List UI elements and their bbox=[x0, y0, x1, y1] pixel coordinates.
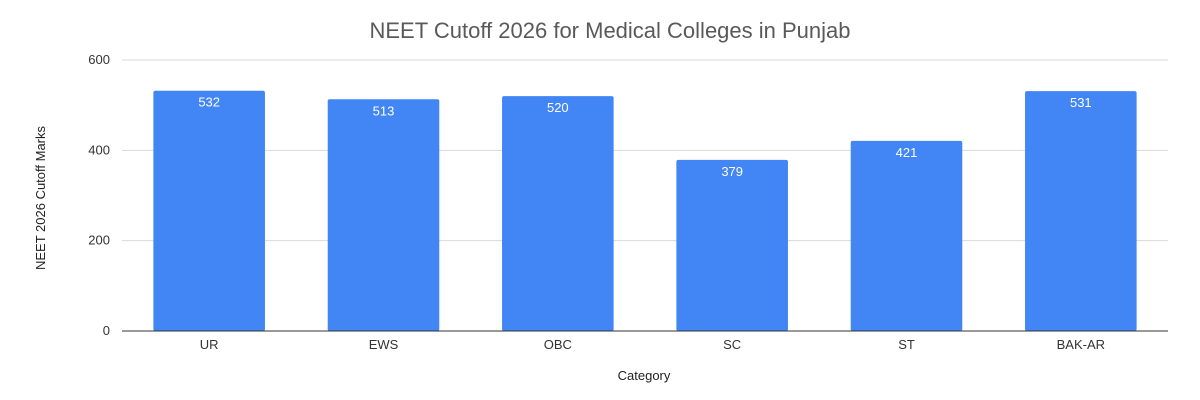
x-tick-label: UR bbox=[200, 337, 219, 352]
x-tick-label: OBC bbox=[544, 337, 572, 352]
y-tick-label: 0 bbox=[103, 323, 110, 338]
x-tick-label: ST bbox=[898, 337, 915, 352]
data-label: 532 bbox=[198, 95, 220, 110]
bar bbox=[1025, 91, 1137, 331]
y-tick-label: 200 bbox=[88, 233, 110, 248]
data-label: 520 bbox=[547, 100, 569, 115]
x-tick-label: BAK-AR bbox=[1057, 337, 1105, 352]
bar bbox=[502, 96, 614, 331]
x-tick-label: SC bbox=[723, 337, 741, 352]
x-tick-label: EWS bbox=[369, 337, 399, 352]
y-tick-label: 600 bbox=[88, 52, 110, 67]
x-axis-ticks: UR EWS OBC SC ST BAK-AR bbox=[200, 337, 1105, 352]
gridlines bbox=[122, 59, 1168, 242]
x-axis-title: Category bbox=[618, 368, 671, 383]
data-label: 379 bbox=[721, 164, 743, 179]
y-axis-ticks: 0 200 400 600 bbox=[88, 52, 110, 338]
data-label: 421 bbox=[896, 145, 918, 160]
bar bbox=[153, 90, 265, 331]
bar bbox=[676, 159, 788, 331]
y-axis-title: NEET 2026 Cutoff Marks bbox=[33, 125, 48, 270]
chart-title: NEET Cutoff 2026 for Medical Colleges in… bbox=[369, 18, 850, 43]
data-label: 531 bbox=[1070, 95, 1092, 110]
bars bbox=[153, 90, 1137, 331]
bar bbox=[850, 140, 963, 331]
data-label: 513 bbox=[373, 103, 395, 118]
bar bbox=[327, 99, 440, 331]
data-labels: 532 513 520 379 421 531 bbox=[198, 95, 1091, 179]
y-tick-label: 400 bbox=[88, 142, 110, 157]
